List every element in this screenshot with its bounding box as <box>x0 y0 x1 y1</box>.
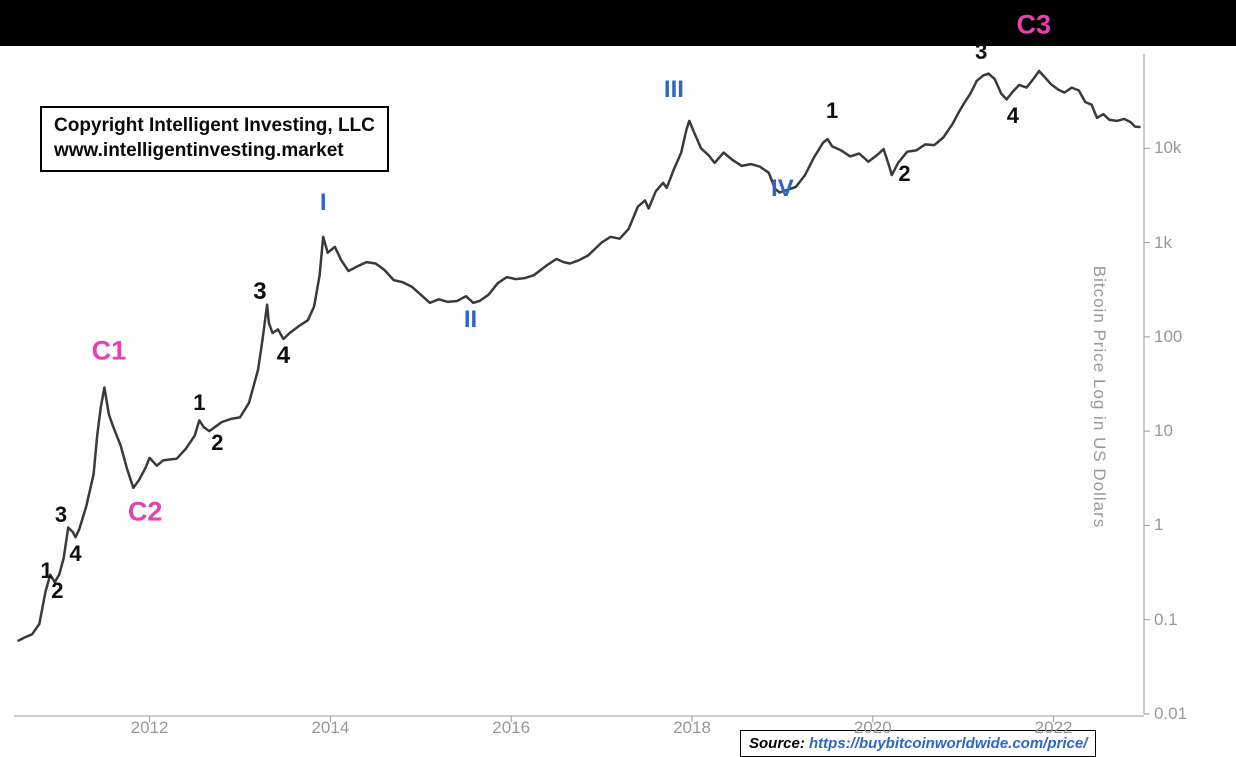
x-tick-label: 2022 <box>1024 718 1084 738</box>
x-tick-label: 2016 <box>481 718 541 738</box>
x-tick-label: 2012 <box>120 718 180 738</box>
y-tick-label: 1k <box>1154 233 1214 253</box>
source-prefix: Source: <box>749 735 809 752</box>
top-black-bar <box>0 0 1236 46</box>
copyright-line2: www.intelligentinvesting.market <box>54 139 375 164</box>
x-tick-label: 2020 <box>843 718 903 738</box>
y-tick-label: 0.1 <box>1154 610 1214 630</box>
copyright-box: Copyright Intelligent Investing, LLC www… <box>40 106 389 172</box>
chart-stage: Bitcoin Price Log in US Dollars Copyrigh… <box>0 46 1236 748</box>
x-tick-label: 2014 <box>300 718 360 738</box>
y-tick-label: 10 <box>1154 421 1214 441</box>
x-tick-label: 2018 <box>662 718 722 738</box>
y-tick-label: 1 <box>1154 515 1214 535</box>
copyright-line1: Copyright Intelligent Investing, LLC <box>54 114 375 139</box>
y-tick-label: 10k <box>1154 138 1214 158</box>
y-tick-label: 0.01 <box>1154 704 1214 724</box>
y-tick-label: 100 <box>1154 327 1214 347</box>
y-axis-title: Bitcoin Price Log in US Dollars <box>1089 266 1109 528</box>
